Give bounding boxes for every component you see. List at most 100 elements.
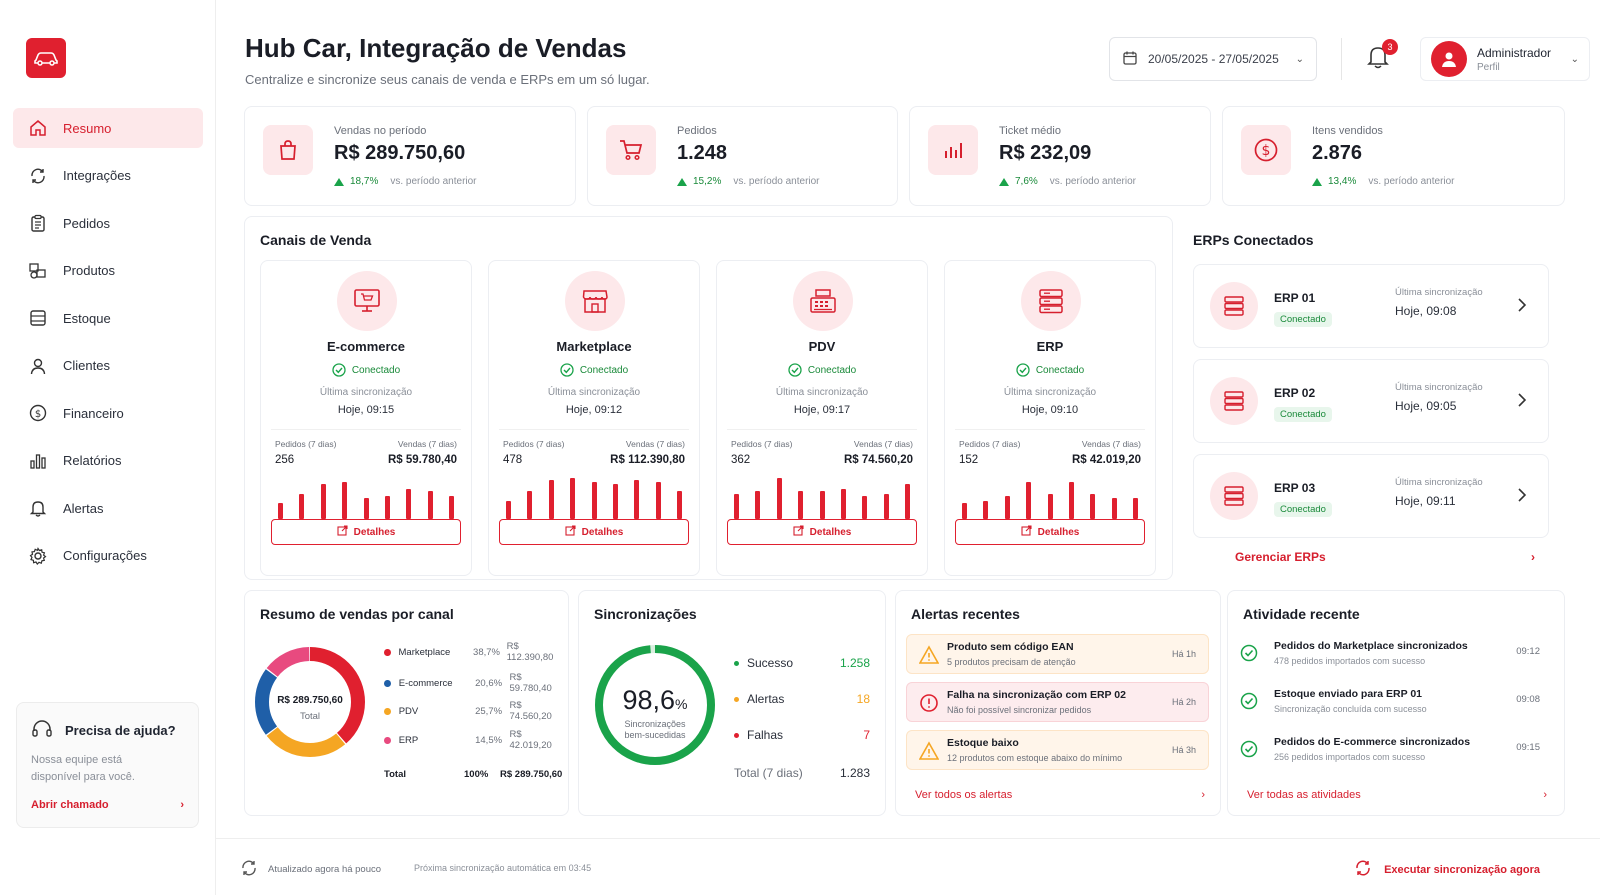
- sync-time: Hoje, 09:15: [337, 404, 395, 416]
- page-title: Hub Car, Integração de Vendas: [245, 33, 627, 63]
- details-button[interactable]: Detalhes: [271, 519, 461, 545]
- car-logo-icon[interactable]: [26, 38, 66, 78]
- legend-percent: 14,5%: [475, 734, 503, 746]
- sidebar-item-produtos[interactable]: Produtos: [13, 251, 203, 291]
- sidebar-item-estoque[interactable]: Estoque: [13, 298, 203, 338]
- details-button[interactable]: Detalhes: [727, 519, 917, 545]
- erp-card-3[interactable]: ERP 03 Conectado Última sincronização Ho…: [1193, 454, 1549, 538]
- erp-name: ERP 01: [1274, 291, 1316, 305]
- avatar: [1431, 41, 1467, 77]
- footer-bar: Atualizado agora há pouco Próxima sincro…: [216, 838, 1600, 895]
- legend-value: R$ 59.780,40: [509, 672, 552, 694]
- divider: [727, 429, 917, 430]
- server-icon: [1021, 271, 1081, 331]
- error-dot: [734, 732, 739, 738]
- view-all-activity-link[interactable]: Ver todas as atividades ›: [1247, 789, 1547, 801]
- gear-icon: [27, 545, 49, 567]
- kpi-delta: 15,2% vs. período anterior: [677, 176, 820, 187]
- manage-erps-link[interactable]: Gerenciar ERPs ›: [1235, 550, 1535, 564]
- status-text: Conectado: [579, 364, 629, 376]
- activity-item: Estoque enviado para ERP 01 Sincronizaçã…: [1240, 684, 1540, 724]
- sync-rate: 98,6%: [622, 685, 687, 715]
- sidebar-item-clientes[interactable]: Clientes: [13, 346, 203, 386]
- donut-center-value: R$ 289.750,60: [277, 695, 343, 706]
- mini-bar: [962, 503, 967, 519]
- sales-label: Vendas (7 dias): [625, 439, 685, 449]
- alert-item-low-stock[interactable]: Estoque baixo 12 produtos com estoque ab…: [906, 730, 1209, 770]
- sidebar-item-label: Clientes: [63, 358, 110, 373]
- alert-desc: 5 produtos precisam de atenção: [947, 657, 1076, 667]
- mini-bar: [883, 494, 889, 519]
- activity-title-text: Pedidos do Marketplace sincronizados: [1274, 640, 1468, 652]
- legend-row: PDV 25,7% R$ 74.560,20: [384, 700, 564, 722]
- alert-item-erp-failure[interactable]: Falha na sincronização com ERP 02 Não fo…: [906, 682, 1209, 722]
- sales-donut-chart: R$ 289.750,60 Total: [255, 647, 365, 757]
- kpi-delta-vs: vs. período anterior: [733, 176, 820, 187]
- sidebar-item-alertas[interactable]: Alertas: [13, 488, 203, 528]
- external-link-icon: [793, 525, 804, 539]
- details-button[interactable]: Detalhes: [955, 519, 1145, 545]
- arrow-up-icon: [999, 177, 1009, 186]
- sync-label: Última sincronização: [1395, 477, 1483, 488]
- sync-label: Última sincronização: [1003, 387, 1097, 398]
- mini-bar: [798, 491, 804, 519]
- mini-bar-chart: [731, 471, 913, 519]
- user-name: Administrador: [1477, 45, 1552, 60]
- sidebar-nav: Resumo Integrações Pedidos Produtos Esto…: [13, 108, 203, 583]
- run-sync-button[interactable]: Executar sincronização agora: [1354, 859, 1540, 880]
- sync-row-alerts: Alertas 18: [734, 692, 870, 706]
- bell-icon: [1366, 47, 1390, 74]
- notifications-button[interactable]: 3: [1366, 39, 1398, 74]
- sidebar-item-relatorios[interactable]: Relatórios: [13, 441, 203, 481]
- user-menu[interactable]: Administrador Perfil ⌄: [1420, 37, 1590, 81]
- sidebar-item-label: Pedidos: [63, 215, 110, 231]
- open-ticket-label: Abrir chamado: [31, 799, 109, 811]
- activity-desc: 478 pedidos importados com sucesso: [1274, 656, 1426, 666]
- sync-row-total: Total (7 dias) 1.283: [734, 766, 870, 780]
- mini-bar: [905, 484, 910, 519]
- channels-title: Canais de Venda: [260, 232, 372, 248]
- legend-percent: 25,7%: [475, 705, 503, 717]
- sync-label: Última sincronização: [1395, 382, 1483, 393]
- view-all-alerts-link[interactable]: Ver todos os alertas ›: [915, 789, 1205, 801]
- help-text: Nossa equipe está disponível para você.: [31, 754, 135, 783]
- channel-name: ERP: [1036, 339, 1064, 354]
- sidebar-item-configuracoes[interactable]: Configurações: [13, 536, 203, 576]
- sidebar-item-integracoes[interactable]: Integrações: [13, 156, 203, 196]
- check-circle-icon: [788, 363, 802, 377]
- legend-value: R$ 112.390,80: [506, 641, 554, 663]
- sync-rate-label-1: Sincronizações: [624, 719, 686, 729]
- sync-row-label: Falhas: [747, 728, 784, 742]
- view-all-alerts-label: Ver todos os alertas: [915, 789, 1013, 801]
- sidebar-item-pedidos[interactable]: Pedidos: [13, 203, 203, 243]
- chevron-down-icon: ⌄: [1570, 53, 1579, 65]
- activity-desc: 256 pedidos importados com sucesso: [1274, 752, 1426, 762]
- kpi-delta-vs: vs. período anterior: [390, 176, 477, 187]
- chevron-right-icon: ›: [1543, 789, 1547, 801]
- kpi-label: Vendas no período: [334, 125, 427, 137]
- erp-card-1[interactable]: ERP 01 Conectado Última sincronização Ho…: [1193, 264, 1549, 348]
- total-label: Total: [384, 769, 406, 780]
- sidebar-item-resumo[interactable]: Resumo: [13, 108, 203, 148]
- details-button[interactable]: Detalhes: [499, 519, 689, 545]
- mini-bar: [1004, 496, 1010, 519]
- sidebar-item-financeiro[interactable]: $ Financeiro: [13, 393, 203, 433]
- mini-bar: [406, 489, 412, 519]
- alert-time: Há 3h: [1171, 745, 1196, 755]
- check-circle-icon: [1240, 740, 1258, 758]
- activity-item: Pedidos do Marketplace sincronizados 478…: [1240, 636, 1540, 676]
- monitor-cart-icon: [337, 271, 397, 331]
- check-circle-icon: [1240, 644, 1258, 662]
- date-range-picker[interactable]: 20/05/2025 - 27/05/2025 ⌄: [1109, 37, 1317, 81]
- external-link-icon: [337, 525, 348, 539]
- mini-bar: [278, 503, 283, 519]
- erp-card-2[interactable]: ERP 02 Conectado Última sincronização Ho…: [1193, 359, 1549, 443]
- legend-name: Marketplace: [398, 646, 451, 658]
- cart-icon: [606, 125, 656, 175]
- mini-bar: [734, 494, 739, 519]
- sync-label: Última sincronização: [547, 387, 641, 398]
- sync-total-label: Total (7 dias): [734, 766, 803, 780]
- sync-title: Sincronizações: [594, 606, 697, 622]
- alert-item-ean[interactable]: Produto sem código EAN 5 produtos precis…: [906, 634, 1209, 674]
- open-ticket-link[interactable]: Abrir chamado ›: [31, 799, 184, 811]
